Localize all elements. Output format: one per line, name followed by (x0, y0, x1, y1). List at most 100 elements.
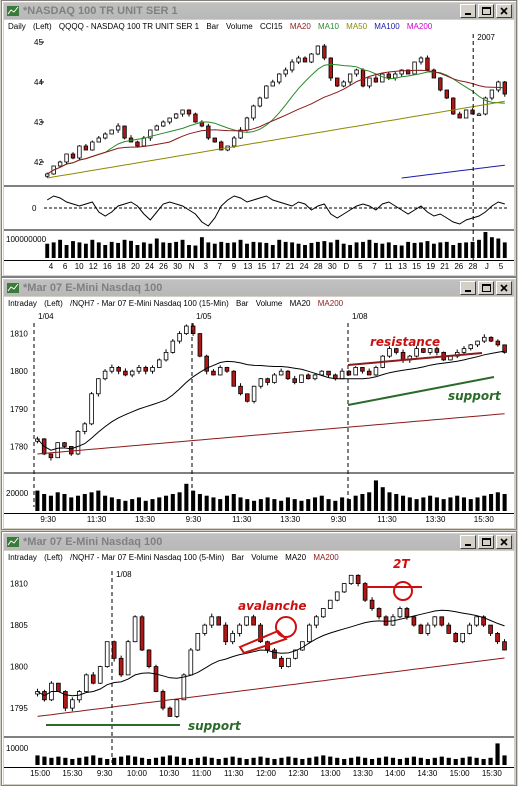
candle-up (184, 325, 189, 334)
volume-bar (64, 245, 69, 258)
bar-type-label: Bar (206, 22, 219, 31)
candle-down (219, 141, 224, 151)
intraday-5min-chart-area[interactable]: 1810 1805 1800 1795 1/08 10000 Intraday (Left… (4, 551, 514, 784)
volume-bar (441, 499, 446, 511)
candle-down (326, 370, 331, 376)
candle-up (45, 173, 50, 177)
candle-up (35, 438, 40, 442)
ma200-line (37, 657, 505, 717)
volume-bar (467, 756, 472, 765)
volume-bar (153, 757, 159, 765)
candle-down (206, 125, 211, 139)
symbol-label: QQQQ - NASDAQ 100 TR UNIT SER 1 (58, 22, 200, 31)
candle-down (362, 583, 368, 601)
volume-bar (56, 756, 61, 765)
candle-up (217, 367, 223, 376)
volume-bar (481, 759, 486, 765)
window-title: *NASDAQ 100 TR UNIT SER 1 (23, 5, 178, 17)
candle-up (270, 81, 275, 87)
volume-bar (238, 497, 243, 511)
title-bar[interactable]: *NASDAQ 100 TR UNIT SER 1 (4, 3, 514, 19)
chart-info-bar: Intraday (Left) /NQH7 - Mar 07 E-Mini Na… (8, 553, 344, 562)
x-tick-label: D (343, 262, 350, 271)
chart-icon[interactable] (6, 535, 20, 549)
close-button[interactable] (496, 281, 512, 295)
intraday-5min-window[interactable]: *Mar 07 E-Mini Nasdaq 100 1810 1805 1800 17… (1, 531, 517, 786)
volume-bar (383, 756, 389, 765)
x-tick-label: 12:30 (288, 769, 309, 778)
maximize-button[interactable] (478, 281, 494, 295)
candle-down (369, 599, 375, 609)
volume-bar (412, 242, 417, 258)
ma10-label: MA10 (318, 22, 339, 31)
day-label: 1/08 (352, 312, 368, 321)
volume-bar (258, 756, 263, 765)
candle-up (75, 430, 81, 455)
2t-circle (393, 581, 413, 601)
year-label: 2007 (477, 33, 495, 42)
window-title: *Mar 07 E-Mini Nasdaq 100 (23, 536, 163, 548)
volume-bar (319, 495, 324, 511)
candle-up (354, 69, 359, 75)
candle-up (315, 45, 321, 55)
volume-bar (105, 759, 110, 765)
chart-icon[interactable] (6, 4, 20, 18)
title-bar[interactable]: *Mar 07 E-Mini Nasdaq 100 (4, 534, 514, 550)
candle-up (299, 374, 304, 383)
candle-up (461, 348, 467, 353)
candle-up (339, 370, 345, 380)
candle-up (432, 616, 438, 626)
volume-bar (224, 495, 230, 511)
volume-bar (322, 241, 327, 258)
candle-down (63, 691, 68, 709)
volume-bar (177, 492, 182, 511)
volume-bar (139, 757, 145, 765)
volume-bar (367, 492, 372, 511)
daily-chart-area[interactable]: 45 44 43 42 2007 0 100000000 Daily (Left) QQQQ… (4, 20, 514, 275)
candle-down (211, 370, 216, 376)
maximize-button[interactable] (478, 4, 494, 18)
candle-up (399, 69, 404, 75)
volume-bar (356, 756, 361, 765)
day-label: 1/05 (196, 312, 212, 321)
candle-up (286, 657, 291, 668)
chart-icon[interactable] (6, 281, 20, 295)
volume-bar (212, 243, 217, 258)
daily-chart-window[interactable]: *NASDAQ 100 TR UNIT SER 1 45 44 43 42 2007 0 1… (1, 0, 517, 277)
volume-bar (321, 755, 326, 765)
volume-bar (265, 757, 270, 765)
candle-down (502, 641, 507, 651)
minimize-button[interactable] (460, 281, 476, 295)
intraday-15min-chart-area[interactable]: 1810 1800 1790 1780 1/04 1/05 1/08 20000 Intrad… (4, 297, 514, 528)
candle-down (431, 69, 437, 79)
candle-up (319, 370, 325, 376)
volume-bar (495, 492, 500, 511)
volume-series (35, 480, 507, 511)
volume-bar (342, 759, 347, 765)
candle-up (341, 583, 347, 593)
timeframe-label: Intraday (8, 299, 37, 308)
maximize-button[interactable] (478, 535, 494, 549)
x-tick-label: 24 (145, 262, 154, 271)
x-tick-label: 21 (440, 262, 450, 271)
x-tick-label: 30 (173, 262, 183, 271)
minimize-button[interactable] (460, 535, 476, 549)
volume-label: Volume (251, 553, 278, 562)
candle-up (238, 129, 243, 139)
candle-down (444, 89, 449, 99)
minimize-button[interactable] (460, 4, 476, 18)
candle-up (244, 616, 249, 626)
volume-bar (103, 245, 108, 258)
volume-bar (77, 757, 82, 765)
close-button[interactable] (496, 535, 512, 549)
candle-down (346, 370, 352, 376)
candle-up (163, 351, 169, 361)
volume-bar (421, 497, 426, 511)
volume-bar (251, 757, 256, 765)
close-button[interactable] (496, 4, 512, 18)
volume-bar (439, 756, 444, 765)
candle-up (347, 73, 353, 83)
candle-down (446, 624, 452, 634)
intraday-15min-window[interactable]: *Mar 07 E-Mini Nasdaq 100 1810 1800 1790 17… (1, 277, 517, 530)
title-bar[interactable]: *Mar 07 E-Mini Nasdaq 100 (4, 280, 514, 296)
